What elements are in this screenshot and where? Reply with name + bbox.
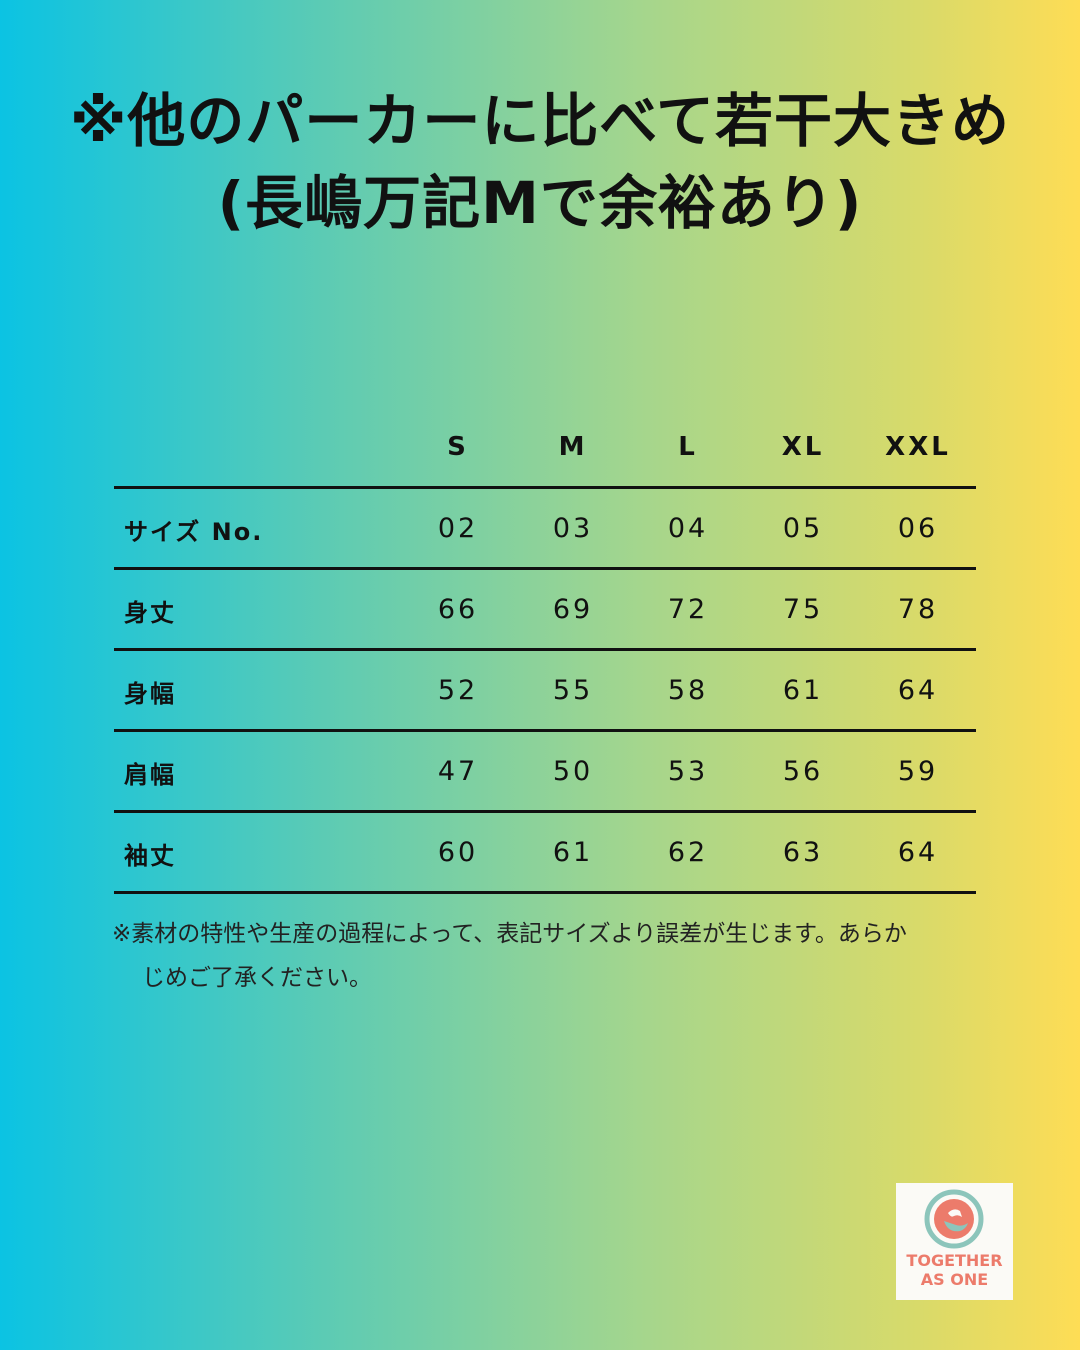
table-cell: 06 (897, 513, 939, 544)
table-cell: 50 (552, 756, 594, 787)
hands-circle-icon (924, 1189, 984, 1249)
title-line-2: (長嶋万記Mで余裕あり) (217, 169, 863, 237)
table-cell: 60 (437, 837, 479, 868)
table-row: サイズ No. 02 03 04 05 06 (114, 489, 976, 570)
table-cell: 75 (782, 594, 824, 625)
row-label: 袖丈 (124, 842, 176, 870)
footnote-line-1: ※素材の特性や生産の過程によって、表記サイズより誤差が生じます。あらか (112, 921, 907, 947)
size-table: S M L XL XXL サイズ No. 02 03 04 05 06 身丈 66 69 72 75 78 身幅… (114, 410, 976, 894)
page-title: ※他のパーカーに比べて若干大きめ (長嶋万記Mで余裕あり) (0, 80, 1080, 244)
table-cell: 53 (667, 756, 709, 787)
table-cell: 59 (897, 756, 939, 787)
table-cell: 03 (552, 513, 594, 544)
table-row: 身丈 66 69 72 75 78 (114, 570, 976, 651)
table-cell: 62 (667, 837, 709, 868)
column-header: M (558, 432, 588, 462)
row-label: サイズ No. (124, 518, 264, 546)
table-row: 身幅 52 55 58 61 64 (114, 651, 976, 732)
row-label: 肩幅 (124, 761, 176, 789)
row-label: 身幅 (124, 680, 176, 708)
table-row: 袖丈 60 61 62 63 64 (114, 813, 976, 894)
column-header: XXL (885, 432, 951, 462)
table-cell: 72 (667, 594, 709, 625)
logo-text-2: AS ONE (920, 1270, 989, 1289)
table-cell: 47 (437, 756, 479, 787)
table-cell: 64 (897, 675, 939, 706)
table-cell: 05 (782, 513, 824, 544)
table-cell: 61 (782, 675, 824, 706)
row-label: 身丈 (124, 599, 176, 627)
table-cell: 69 (552, 594, 594, 625)
table-cell: 61 (552, 837, 594, 868)
title-line-1: ※他のパーカーに比べて若干大きめ (69, 87, 1011, 155)
table-cell: 58 (667, 675, 709, 706)
together-as-one-logo: TOGETHER AS ONE (896, 1183, 1013, 1300)
column-header: L (678, 432, 698, 462)
table-cell: 02 (437, 513, 479, 544)
table-cell: 04 (667, 513, 709, 544)
table-header: S M L XL XXL (114, 410, 976, 489)
table-row: 肩幅 47 50 53 56 59 (114, 732, 976, 813)
table-cell: 78 (897, 594, 939, 625)
table-cell: 64 (897, 837, 939, 868)
table-cell: 52 (437, 675, 479, 706)
table-cell: 55 (552, 675, 594, 706)
table-cell: 66 (437, 594, 479, 625)
table-cell: 56 (782, 756, 824, 787)
column-header: S (447, 432, 469, 462)
column-header: XL (781, 432, 825, 462)
footnote-line-2: じめご了承ください。 (142, 965, 372, 991)
table-cell: 63 (782, 837, 824, 868)
footnote: ※素材の特性や生産の過程によって、表記サイズより誤差が生じます。あらか じめご了… (112, 912, 982, 1000)
logo-text-1: TOGETHER (906, 1251, 1003, 1270)
